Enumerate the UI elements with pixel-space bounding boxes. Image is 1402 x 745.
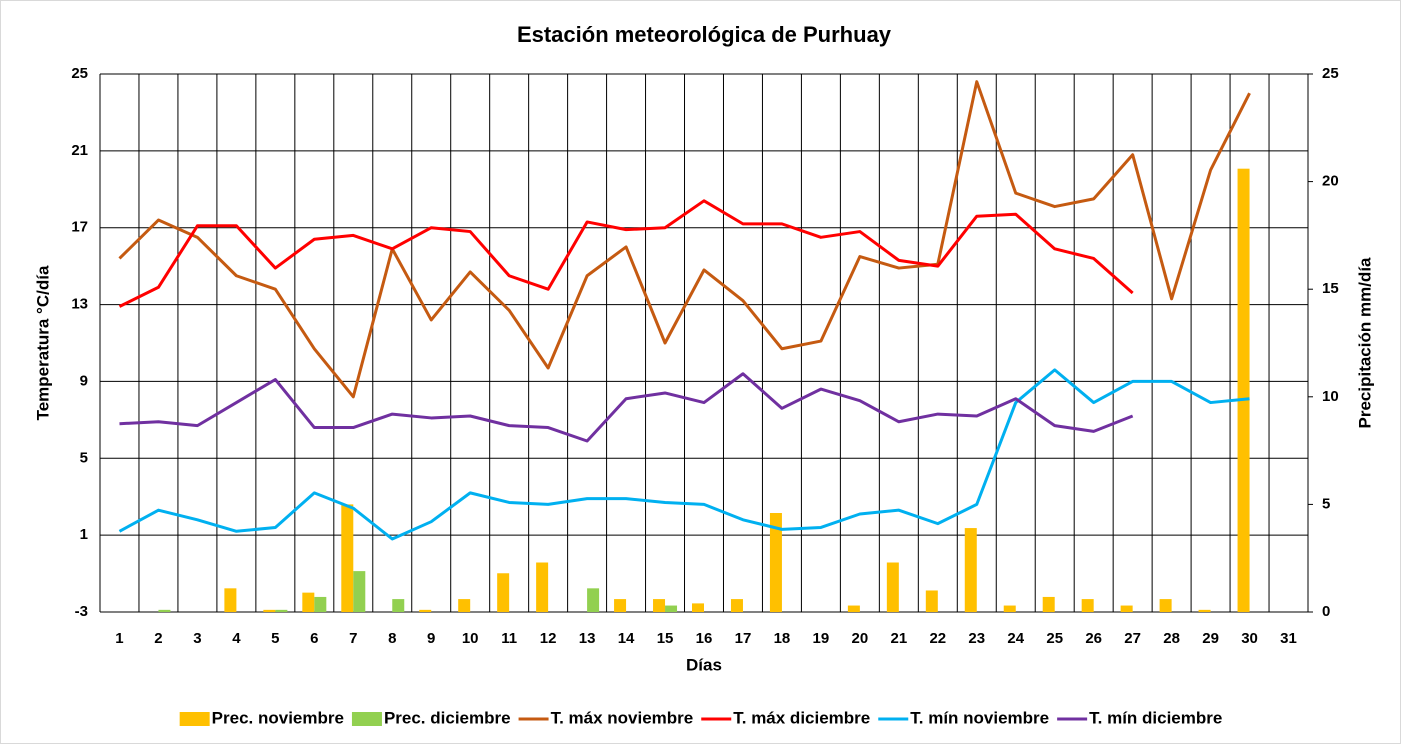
x-tick-label: 9 bbox=[427, 630, 435, 647]
bar bbox=[1120, 605, 1133, 612]
x-tick-label: 7 bbox=[349, 630, 357, 647]
y2-tick-label: 15 bbox=[1322, 280, 1339, 297]
x-tick-label: 30 bbox=[1241, 630, 1258, 647]
x-tick-label: 6 bbox=[310, 630, 318, 647]
bar bbox=[1081, 599, 1094, 612]
bar bbox=[886, 562, 899, 612]
y-tick-label: 21 bbox=[71, 142, 88, 159]
x-tick-label: 23 bbox=[968, 630, 985, 647]
x-tick-label: 14 bbox=[618, 630, 635, 647]
bar bbox=[587, 588, 600, 612]
x-tick-label: 11 bbox=[501, 630, 517, 647]
x-tick-label: 25 bbox=[1046, 630, 1063, 647]
y-tick-label: -3 bbox=[75, 603, 88, 620]
y2-axis-label: Precipitación mm/día bbox=[1355, 257, 1374, 429]
chart-title: Estación meteorológica de Purhuay bbox=[517, 22, 892, 47]
y-tick-label: 9 bbox=[80, 372, 88, 389]
legend-label: T. mín noviembre bbox=[910, 708, 1049, 727]
x-tick-label: 4 bbox=[232, 630, 241, 647]
y-tick-label: 25 bbox=[71, 65, 88, 82]
x-tick-label: 15 bbox=[657, 630, 674, 647]
x-tick-label: 12 bbox=[540, 630, 557, 647]
y2-tick-label: 25 bbox=[1322, 65, 1339, 82]
bar bbox=[275, 609, 288, 612]
bar bbox=[847, 605, 860, 612]
x-tick-label: 28 bbox=[1163, 630, 1180, 647]
x-tick-label: 10 bbox=[462, 630, 479, 647]
legend-swatch bbox=[351, 712, 382, 726]
bar bbox=[653, 599, 666, 612]
line bbox=[118, 80, 1251, 399]
x-tick-label: 31 bbox=[1280, 630, 1297, 647]
x-tick-label: 16 bbox=[696, 630, 713, 647]
bar bbox=[1042, 596, 1055, 612]
bar bbox=[419, 609, 432, 612]
x-axis-label: Días bbox=[686, 655, 722, 674]
bar bbox=[1159, 599, 1172, 612]
bar bbox=[1198, 609, 1211, 612]
x-tick-label: 8 bbox=[388, 630, 396, 647]
bar bbox=[158, 609, 171, 612]
bar bbox=[730, 599, 743, 612]
x-tick-label: 20 bbox=[852, 630, 869, 647]
line bbox=[118, 199, 1134, 308]
bar bbox=[1003, 605, 1016, 612]
bar bbox=[1237, 168, 1250, 613]
bar bbox=[302, 592, 315, 612]
y-tick-label: 1 bbox=[80, 526, 88, 543]
bar bbox=[497, 573, 510, 612]
legend-label: Prec. noviembre bbox=[212, 708, 344, 727]
legend-label: T. máx diciembre bbox=[733, 708, 870, 727]
bar bbox=[769, 513, 782, 612]
legend: Prec. noviembre Prec. diciembre T. máx nov… bbox=[179, 708, 1222, 727]
legend-swatch bbox=[179, 712, 210, 726]
x-tick-label: 3 bbox=[193, 630, 201, 647]
x-tick-label: 17 bbox=[735, 630, 752, 647]
x-tick-label: 19 bbox=[813, 630, 830, 647]
grid bbox=[99, 73, 1309, 613]
legend-label: T. máx noviembre bbox=[551, 708, 694, 727]
bar bbox=[964, 528, 977, 612]
y2-tick-label: 5 bbox=[1322, 495, 1330, 512]
bar bbox=[665, 605, 678, 612]
legend-label: T. mín diciembre bbox=[1089, 708, 1222, 727]
x-tick-label: 13 bbox=[579, 630, 596, 647]
y2-tick-label: 20 bbox=[1322, 173, 1339, 190]
bar bbox=[224, 588, 237, 612]
y-tick-label: 5 bbox=[80, 449, 88, 466]
x-tick-label: 24 bbox=[1007, 630, 1024, 647]
x-tick-label: 21 bbox=[890, 630, 907, 647]
legend-label: Prec. diciembre bbox=[384, 708, 511, 727]
bar bbox=[314, 596, 327, 612]
bar bbox=[341, 504, 354, 612]
x-tick-label: 18 bbox=[774, 630, 791, 647]
x-tick-label: 29 bbox=[1202, 630, 1219, 647]
y-axis-label: Temperatura °C/día bbox=[33, 265, 52, 420]
x-tick-label: 22 bbox=[929, 630, 946, 647]
bar bbox=[392, 599, 405, 612]
bar bbox=[536, 562, 549, 612]
x-tick-label: 2 bbox=[154, 630, 162, 647]
x-tick-label: 5 bbox=[271, 630, 279, 647]
line bbox=[119, 372, 1134, 443]
x-tick-label: 26 bbox=[1085, 630, 1102, 647]
x-tick-label: 27 bbox=[1124, 630, 1141, 647]
y-tick-label: 13 bbox=[71, 296, 88, 313]
bar bbox=[614, 599, 627, 612]
line bbox=[118, 368, 1250, 541]
x-tick-label: 1 bbox=[115, 630, 123, 647]
bar bbox=[925, 590, 938, 612]
bar bbox=[692, 603, 704, 612]
y2-tick-label: 10 bbox=[1322, 388, 1339, 405]
bar bbox=[353, 571, 366, 612]
bar bbox=[458, 599, 471, 612]
bar bbox=[263, 609, 276, 612]
y-tick-label: 17 bbox=[71, 219, 88, 236]
y2-tick-label: 0 bbox=[1322, 603, 1330, 620]
